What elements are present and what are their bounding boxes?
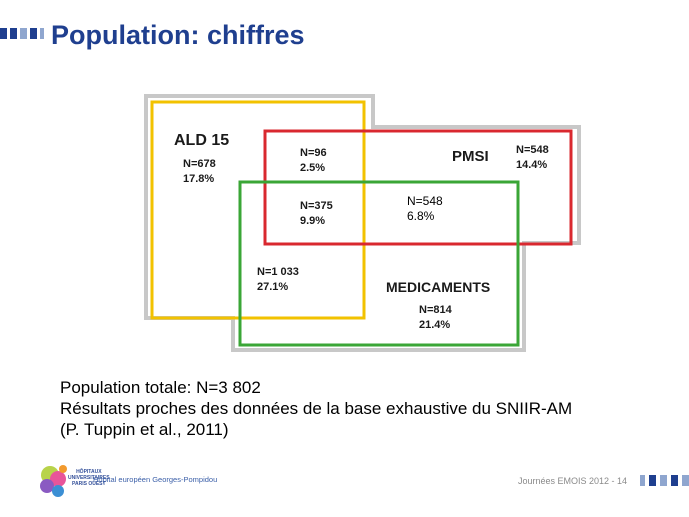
summary-total: Population totale: N=3 802 (60, 378, 261, 397)
summary-citation: (P. Tuppin et al., 2011) (60, 420, 229, 439)
pmsi-box (263, 129, 573, 246)
logo-circles-icon (40, 465, 67, 497)
pmsi-label: PMSI (452, 148, 489, 165)
ald-pmsi-count: N=96 2.5% (300, 147, 327, 174)
summary-text: Population totale: N=3 802 Résultats pro… (60, 377, 572, 440)
ald-box (150, 100, 366, 320)
logo-text: HÔPITAUX UNIVERSITAIRES PARIS OUEST (68, 469, 110, 487)
ald-count: N=678 17.8% (183, 158, 216, 185)
hospital-name: Hôpital européen Georges-Pompidou (93, 475, 218, 484)
summary-comparison: Résultats proches des données de la base… (60, 399, 573, 418)
footer-text: Journées EMOIS 2012 - 14 (517, 476, 627, 486)
ald-med-count: N=1 033 27.1% (257, 266, 299, 293)
ald-label: ALD 15 (174, 132, 230, 149)
medicaments-label: MEDICAMENTS (386, 279, 491, 295)
slide-title: Population: chiffres (51, 20, 305, 50)
pmsi-count: N=548 14.4% (516, 144, 549, 171)
hospital-logo: HÔPITAUX UNIVERSITAIRES PARIS OUEST Hôpi… (38, 461, 218, 502)
ald-pmsi-med-count: N=375 9.9% (300, 200, 333, 227)
medicaments-count: N=814 21.4% (419, 304, 452, 331)
pmsi-med-count: N=548 6.8% (407, 194, 443, 223)
medicaments-box (238, 180, 520, 347)
